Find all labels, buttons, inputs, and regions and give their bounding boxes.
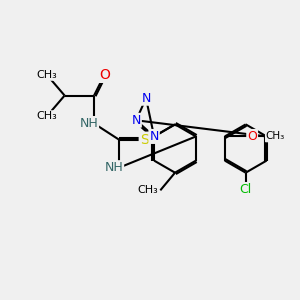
Text: NH: NH — [80, 117, 98, 130]
Text: O: O — [247, 130, 257, 143]
Text: N: N — [149, 130, 159, 143]
Text: O: O — [99, 68, 110, 82]
Text: CH₃: CH₃ — [37, 70, 57, 80]
Text: CH₃: CH₃ — [266, 131, 285, 142]
Text: N: N — [141, 92, 151, 105]
Text: CH₃: CH₃ — [138, 185, 158, 195]
Text: Cl: Cl — [240, 183, 252, 196]
Text: NH: NH — [104, 161, 123, 174]
Text: CH₃: CH₃ — [37, 111, 57, 121]
Text: S: S — [140, 133, 148, 147]
Text: N: N — [131, 114, 141, 127]
